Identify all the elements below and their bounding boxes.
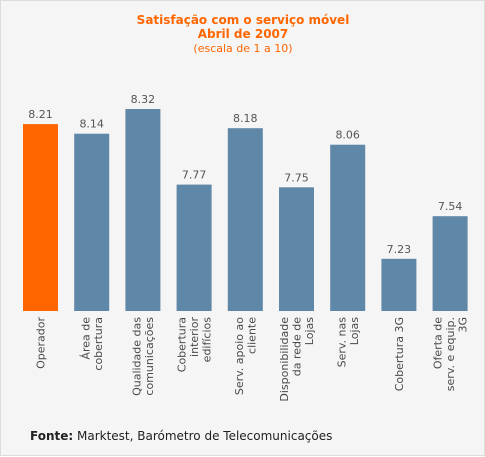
category-labels-group: Operador Área decobertura Qualidade dascom…	[35, 317, 470, 402]
category-label-2: Área decobertura	[79, 317, 105, 371]
chart-title: Satisfação com o serviço móvel	[137, 13, 350, 27]
value-label-9: 7.54	[438, 200, 463, 213]
bar-9	[432, 216, 468, 311]
value-label-2: 8.14	[79, 118, 104, 131]
chart-subtitle: Abril de 2007	[198, 27, 289, 41]
bar-1	[23, 124, 58, 311]
category-label-9: Oferta deserv. e equip.3G	[432, 317, 470, 391]
bar-3	[125, 109, 161, 311]
category-label-1: Operador	[35, 317, 48, 369]
bar-4	[176, 184, 212, 311]
bar-6	[279, 187, 314, 311]
category-label-6: Disponibilidadeda rede deLojas	[278, 317, 316, 402]
value-label-6: 7.75	[284, 171, 309, 184]
value-label-5: 8.18	[233, 112, 258, 125]
category-label-8: Cobertura 3G	[393, 317, 406, 391]
category-label-5: Serv. apoio aocliente	[233, 317, 259, 395]
source-line: Fonte: Marktest, Barómetro de Telecomuni…	[30, 429, 332, 443]
bar-8	[381, 258, 417, 311]
bars-group	[23, 109, 468, 311]
bar-5	[227, 128, 263, 311]
value-labels-group: 8.21 8.14 8.32 7.77 8.18 7.75 8.06 7.23 7.54	[28, 93, 462, 256]
category-label-4: Coberturainterioredifícios	[176, 317, 214, 373]
value-label-7: 8.06	[335, 129, 360, 142]
chart-scale-note: (escala de 1 a 10)	[193, 42, 292, 55]
bar-2	[74, 133, 110, 311]
value-label-3: 8.32	[131, 93, 156, 106]
category-label-3: Qualidade dascomunicações	[131, 317, 157, 396]
bar-7	[330, 144, 366, 311]
value-label-8: 7.23	[387, 243, 412, 256]
category-label-7: Serv. nasLojas	[335, 317, 361, 368]
value-label-4: 7.77	[182, 169, 207, 182]
value-label-1: 8.21	[28, 108, 53, 121]
source-prefix: Fonte:	[30, 429, 74, 443]
source-text: Marktest, Barómetro de Telecomunicações	[77, 429, 333, 443]
